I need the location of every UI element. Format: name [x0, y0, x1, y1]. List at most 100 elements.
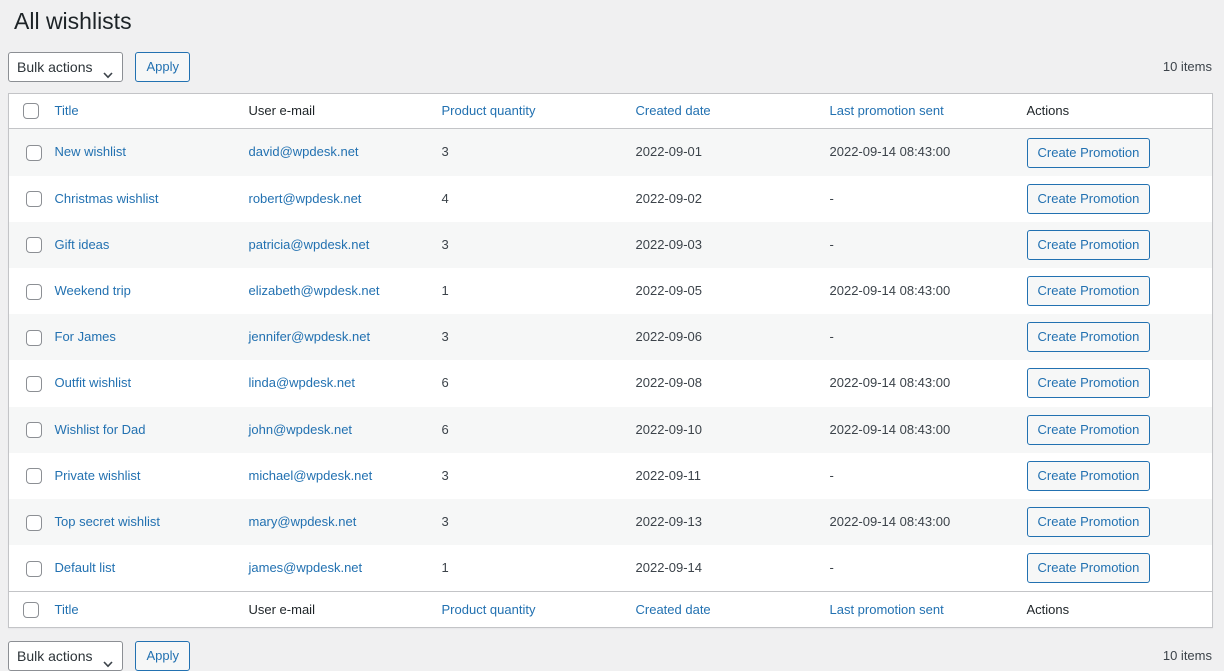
created-date-value: 2022-09-08	[635, 375, 703, 391]
tablenav-bottom: Bulk actions Apply 10 items	[8, 640, 1213, 671]
items-count-bottom: 10 items	[1162, 648, 1212, 664]
table-row: Gift ideas patricia@wpdesk.net 3 2022-09…	[8, 221, 1213, 269]
product-quantity-value: 3	[441, 144, 449, 160]
table-row: Outfit wishlist linda@wpdesk.net 6 2022-…	[9, 360, 1213, 406]
create-promotion-button[interactable]: Create Promotion	[1026, 322, 1151, 353]
last-promotion-sent-value: 2022-09-14 08:43:00	[829, 421, 951, 437]
last-promotion-sent-value: 2022-09-14 08:43:00	[829, 513, 951, 529]
user-email-link[interactable]: elizabeth@wpdesk.net	[248, 283, 380, 299]
created-date-value: 2022-09-01	[635, 144, 703, 160]
row-checkbox[interactable]	[25, 514, 42, 531]
last-promotion-sent-value: -	[829, 190, 834, 206]
apply-button[interactable]: Apply	[135, 51, 191, 82]
table-footer: Title User e-mail Product quantity Creat…	[8, 591, 1213, 628]
column-footer-actions: Actions	[1016, 591, 1213, 628]
table-row: For James jennifer@wpdesk.net 3 2022-09-…	[8, 314, 1213, 361]
table-row: Wishlist for Dad john@wpdesk.net 6 2022-…	[8, 406, 1213, 453]
create-promotion-button[interactable]: Create Promotion	[1026, 368, 1151, 399]
table-row: Private wishlist michael@wpdesk.net 3 20…	[9, 453, 1213, 499]
created-date-value: 2022-09-03	[635, 236, 703, 252]
column-footer-user-email: User e-mail	[238, 591, 432, 628]
column-header-created-date: Created date	[625, 93, 820, 130]
product-quantity-value: 6	[441, 375, 449, 391]
row-checkbox[interactable]	[25, 560, 42, 577]
tablenav-top: Bulk actions Apply 10 items	[8, 51, 1213, 82]
wishlist-title-link[interactable]: New wishlist	[54, 144, 127, 160]
apply-button-bottom[interactable]: Apply	[135, 640, 191, 671]
user-email-link[interactable]: robert@wpdesk.net	[248, 190, 362, 206]
product-quantity-value: 1	[441, 283, 449, 299]
column-footer-product-quantity: Product quantity	[431, 591, 626, 628]
row-checkbox[interactable]	[25, 145, 42, 162]
row-checkbox[interactable]	[25, 191, 42, 208]
wishlist-title-link[interactable]: Default list	[54, 560, 116, 576]
wishlists-page: All wishlists Bulk actions Apply 10 item…	[8, 0, 1213, 671]
user-email-link[interactable]: jennifer@wpdesk.net	[248, 329, 371, 345]
page-title: All wishlists	[14, 8, 132, 34]
wishlists-table: Title User e-mail Product quantity Creat…	[8, 92, 1213, 628]
items-count-top: 10 items	[1162, 59, 1212, 75]
wishlist-title-link[interactable]: For James	[54, 329, 116, 345]
product-quantity-value: 1	[441, 560, 449, 576]
wishlist-title-link[interactable]: Weekend trip	[54, 283, 131, 299]
bulk-actions-top: Bulk actions Apply	[8, 51, 191, 82]
column-header-title: Title	[44, 93, 239, 130]
user-email-link[interactable]: patricia@wpdesk.net	[248, 236, 370, 252]
bulk-actions-select[interactable]: Bulk actions	[8, 51, 124, 82]
wishlist-title-link[interactable]: Gift ideas	[54, 236, 110, 252]
wishlist-title-link[interactable]: Top secret wishlist	[54, 513, 160, 529]
select-all-checkbox[interactable]	[23, 103, 39, 120]
created-date-value: 2022-09-10	[635, 421, 703, 437]
user-email-link[interactable]: linda@wpdesk.net	[248, 375, 355, 391]
column-header-actions: Actions	[1016, 93, 1213, 130]
user-email-link[interactable]: michael@wpdesk.net	[248, 467, 373, 483]
bulk-actions-select-bottom[interactable]: Bulk actions	[8, 640, 124, 671]
create-promotion-button[interactable]: Create Promotion	[1026, 183, 1151, 214]
product-quantity-value: 3	[441, 467, 449, 483]
create-promotion-button[interactable]: Create Promotion	[1026, 507, 1151, 538]
created-date-value: 2022-09-14	[635, 560, 703, 576]
chevron-down-icon	[102, 651, 114, 671]
column-footer-title: Title	[44, 591, 239, 628]
create-promotion-button[interactable]: Create Promotion	[1026, 276, 1151, 307]
row-checkbox[interactable]	[25, 422, 42, 439]
create-promotion-button[interactable]: Create Promotion	[1026, 229, 1151, 260]
row-checkbox[interactable]	[25, 237, 42, 254]
table-header: Title User e-mail Product quantity Creat…	[8, 93, 1213, 130]
wishlist-title-link[interactable]: Outfit wishlist	[54, 375, 132, 391]
select-all-checkbox-footer[interactable]	[23, 601, 39, 618]
wishlist-title-link[interactable]: Wishlist for Dad	[54, 421, 146, 437]
column-header-last-promotion-sent: Last promotion sent	[819, 93, 1017, 130]
wishlist-title-link[interactable]: Private wishlist	[54, 467, 141, 483]
table-row: New wishlist david@wpdesk.net 3 2022-09-…	[8, 128, 1213, 176]
table-row: Default list james@wpdesk.net 1 2022-09-…	[9, 545, 1213, 592]
last-promotion-sent-value: -	[829, 467, 834, 483]
bulk-actions-selected-value-bottom: Bulk actions	[17, 647, 93, 664]
create-promotion-button[interactable]: Create Promotion	[1026, 553, 1151, 584]
table-row: Christmas wishlist robert@wpdesk.net 4 2…	[9, 176, 1213, 222]
product-quantity-value: 4	[441, 190, 449, 206]
row-checkbox[interactable]	[25, 468, 42, 485]
user-email-link[interactable]: david@wpdesk.net	[248, 144, 359, 160]
column-footer-last-promotion-sent: Last promotion sent	[819, 591, 1017, 628]
row-checkbox[interactable]	[25, 283, 42, 300]
last-promotion-sent-value: -	[829, 329, 834, 345]
create-promotion-button[interactable]: Create Promotion	[1026, 460, 1151, 491]
created-date-value: 2022-09-11	[635, 467, 702, 483]
bulk-actions-selected-value: Bulk actions	[17, 58, 93, 75]
create-promotion-button[interactable]: Create Promotion	[1026, 414, 1151, 445]
user-email-link[interactable]: mary@wpdesk.net	[248, 513, 357, 529]
create-promotion-button[interactable]: Create Promotion	[1026, 137, 1151, 168]
product-quantity-value: 3	[441, 329, 449, 345]
product-quantity-value: 6	[441, 421, 449, 437]
row-checkbox[interactable]	[25, 329, 42, 346]
last-promotion-sent-value: 2022-09-14 08:43:00	[829, 375, 951, 391]
user-email-link[interactable]: john@wpdesk.net	[248, 421, 353, 437]
chevron-down-icon	[102, 62, 114, 90]
column-footer-created-date: Created date	[625, 591, 820, 628]
user-email-link[interactable]: james@wpdesk.net	[248, 560, 363, 576]
row-checkbox[interactable]	[25, 375, 42, 392]
created-date-value: 2022-09-02	[635, 190, 703, 206]
last-promotion-sent-value: 2022-09-14 08:43:00	[829, 283, 951, 299]
wishlist-title-link[interactable]: Christmas wishlist	[54, 190, 159, 206]
